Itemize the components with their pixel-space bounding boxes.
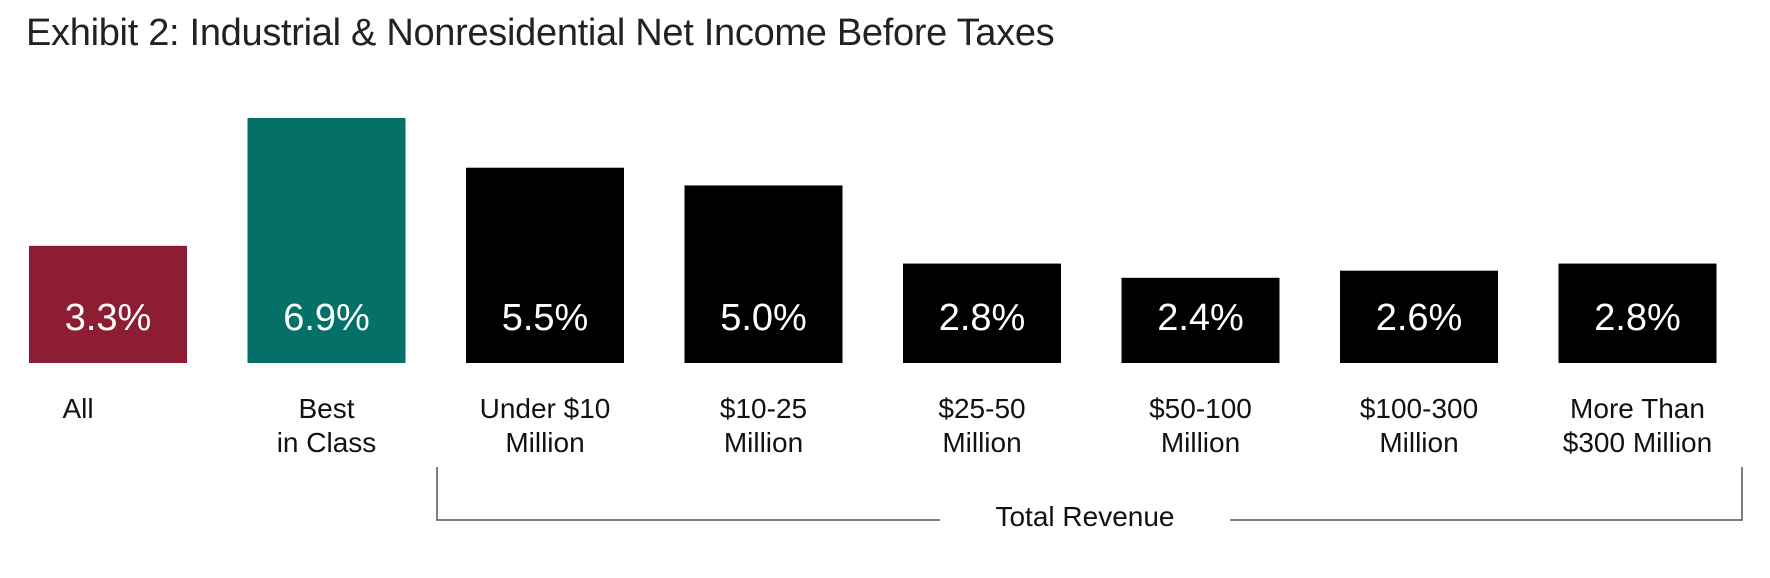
bar-5 [1121, 277, 1280, 363]
bar-value-label-6: 2.6% [1376, 297, 1463, 339]
bar-6 [1340, 270, 1498, 363]
bracket-line-left [436, 467, 940, 521]
group-label: Total Revenue [995, 501, 1174, 532]
bar-value-label-0: 3.3% [65, 297, 152, 339]
category-label-7-line-1: $300 Million [1563, 427, 1712, 458]
category-label-6-line-1: Million [1379, 427, 1458, 458]
category-label-6-line-0: $100-300 [1360, 393, 1478, 424]
bar-value-label-5: 2.4% [1157, 297, 1244, 339]
category-label-3-line-1: Million [724, 427, 803, 458]
category-label-2-line-0: Under $10 [480, 393, 611, 424]
category-label-5-line-0: $50-100 [1149, 393, 1252, 424]
category-label-1-line-0: Best [298, 393, 354, 424]
bars-layer: 3.3% 6.9% 5.5% 5.0% 2.8% 2.4% 2.6% 2.8% [29, 118, 1717, 363]
bar-value-label-7: 2.8% [1594, 297, 1681, 339]
category-label-0-line-0: All [62, 393, 93, 424]
category-label-1-line-1: in Class [277, 427, 377, 458]
bar-value-label-4: 2.8% [939, 297, 1026, 339]
category-label-4-line-1: Million [942, 427, 1021, 458]
category-label-5-line-1: Million [1161, 427, 1240, 458]
bar-2 [466, 167, 624, 363]
bar-7 [1558, 263, 1717, 363]
bar-3 [684, 185, 843, 363]
bar-value-label-1: 6.9% [283, 297, 370, 339]
bracket-line-right [1230, 467, 1743, 521]
category-label-2-line-1: Million [505, 427, 584, 458]
bar-1 [247, 118, 406, 363]
category-label-3-line-0: $10-25 [720, 393, 807, 424]
bar-value-label-3: 5.0% [720, 297, 807, 339]
bar-4 [903, 263, 1061, 363]
total-revenue-bracket: Total Revenue [436, 467, 1743, 532]
category-label-7-line-0: More Than [1570, 393, 1705, 424]
chart-title: Exhibit 2: Industrial & Nonresidential N… [26, 12, 1055, 54]
category-label-4-line-0: $25-50 [938, 393, 1025, 424]
bar-0 [29, 245, 187, 363]
bar-value-label-2: 5.5% [502, 297, 589, 339]
